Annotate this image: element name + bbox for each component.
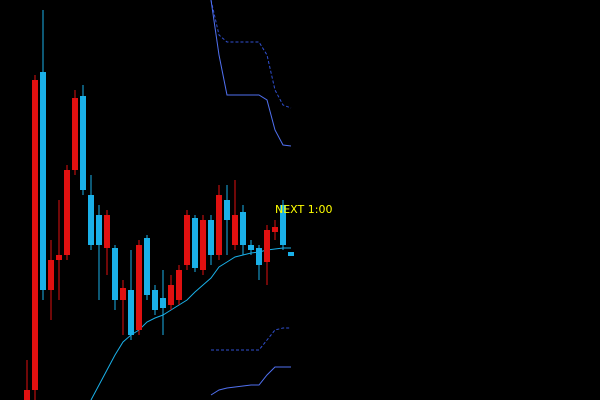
line — [211, 327, 291, 351]
candle-body — [104, 215, 110, 248]
candle-body — [136, 245, 142, 330]
candle-body — [272, 227, 278, 232]
candle-body — [288, 252, 294, 256]
candle-body — [224, 200, 230, 220]
candle-body — [144, 238, 150, 295]
candle-body — [48, 260, 54, 290]
candle-body — [168, 285, 174, 305]
candle-body — [280, 205, 286, 245]
candle-body — [184, 215, 190, 265]
candle-body — [208, 220, 214, 255]
candle-body — [256, 248, 262, 265]
candle-body — [176, 270, 182, 300]
candle-body — [32, 80, 38, 390]
line — [210, 0, 292, 147]
candle-body — [112, 248, 118, 300]
line — [210, 366, 291, 396]
candle-body — [80, 96, 86, 190]
line — [90, 247, 291, 400]
candle-body — [152, 290, 158, 310]
candle-body — [128, 290, 134, 335]
candle-body — [88, 195, 94, 245]
candle-body — [96, 215, 102, 245]
candle-body — [200, 220, 206, 270]
candle-body — [192, 218, 198, 268]
annotation: NEXT 1:00 — [275, 203, 332, 216]
candle-body — [248, 245, 254, 250]
candle-body — [264, 230, 270, 262]
line — [210, 0, 292, 109]
candle-body — [232, 215, 238, 245]
candle-body — [240, 212, 246, 245]
candle-body — [72, 98, 78, 170]
candle-body — [56, 255, 62, 260]
candle-body — [24, 390, 30, 400]
candle-body — [120, 288, 126, 300]
candle-body — [64, 170, 70, 255]
candle-body — [216, 195, 222, 255]
candle-body — [40, 72, 46, 290]
candle-body — [160, 298, 166, 308]
